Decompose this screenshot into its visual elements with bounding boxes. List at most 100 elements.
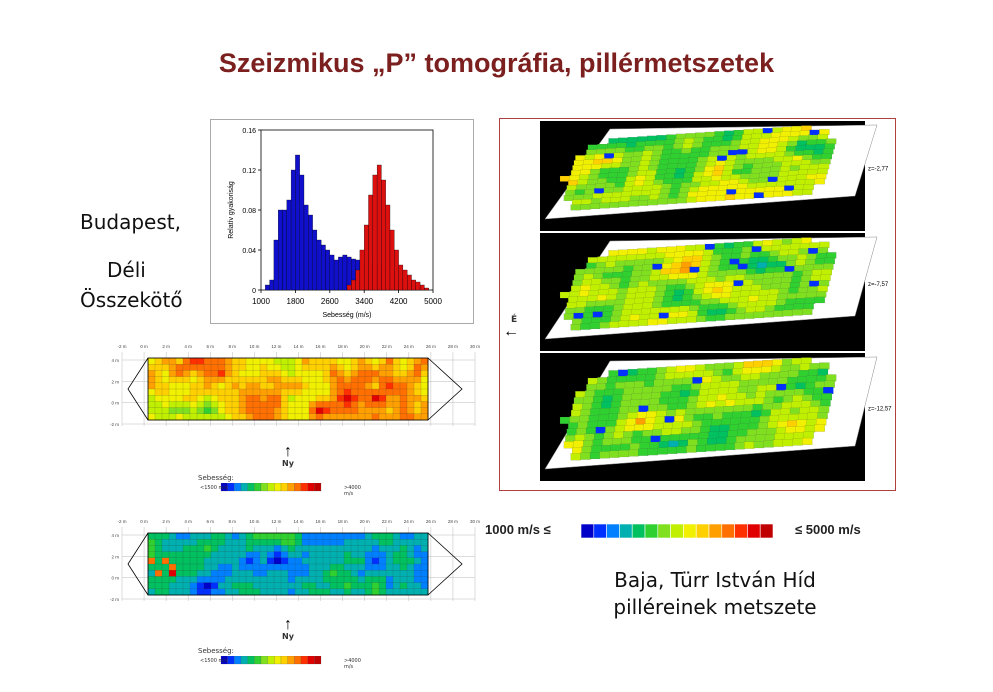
tomogram-cell (336, 364, 345, 371)
legend-swatch (314, 483, 322, 492)
tomogram-cell (392, 407, 401, 415)
tomogram-cell (308, 563, 317, 571)
tomogram-cell (182, 532, 191, 540)
left-tick-label: 0 m (111, 576, 119, 581)
tomogram-cell (406, 357, 415, 365)
tomogram-cell (406, 407, 415, 415)
tomogram-cell (203, 588, 212, 596)
tomogram-cell (322, 382, 331, 390)
tomogram-cell (294, 364, 303, 371)
tomogram-cell (168, 545, 177, 552)
tomogram-cell (189, 388, 198, 396)
tomogram-cell (273, 413, 282, 421)
tomogram-cell (322, 370, 331, 377)
tomogram-cell (294, 551, 303, 559)
tomogram-cell (371, 545, 380, 552)
tomogram-cell (147, 407, 156, 415)
baja-cell (824, 257, 835, 265)
tomogram-cell (343, 364, 352, 371)
tomogram-cell (385, 570, 394, 577)
tomogram-cell (182, 364, 191, 371)
legend-swatch (234, 656, 242, 665)
legend-swatch (287, 483, 295, 492)
tomogram-cell (364, 382, 373, 390)
tomogram-cell (364, 582, 373, 590)
tomogram-cell (343, 570, 352, 577)
baja-cell (744, 312, 755, 319)
tomogram-cell (308, 407, 317, 415)
tomogram-cell (210, 413, 219, 421)
baja-cell (824, 380, 835, 388)
tomogram-cell (203, 357, 212, 365)
tomogram-cell (357, 582, 366, 590)
tomogram-cell (378, 364, 387, 371)
tomogram-cell (350, 539, 359, 546)
tomogram-cell (168, 551, 177, 559)
tomogram-cell (203, 395, 212, 402)
top-tick-label: 2 m (162, 519, 170, 524)
scale-swatch (644, 523, 659, 539)
tomogram-cell (189, 357, 198, 365)
tomogram-cell (301, 582, 310, 590)
tomogram-cell (210, 395, 219, 402)
tomogram-cell (357, 407, 366, 415)
tomogram-cell (301, 545, 310, 552)
baja-cell (667, 446, 678, 454)
histogram-bar (329, 254, 335, 291)
tomogram-cell (224, 376, 233, 384)
left-tick-label: 0 m (111, 401, 119, 406)
tomogram-cell (301, 532, 310, 540)
tomogram-cell (308, 401, 317, 408)
tomogram-cell (315, 376, 324, 384)
tomogram-cell (301, 388, 310, 396)
tomogram-cell (203, 545, 212, 552)
arrow-up-icon: ↑ (284, 616, 292, 633)
tomogram-cell (273, 532, 282, 540)
baja-cell (773, 439, 784, 447)
tomogram-cell (175, 532, 184, 540)
tomogram-cell (385, 370, 394, 377)
arrow-up-icon: ↑ (284, 443, 292, 460)
baja-cell (803, 184, 814, 190)
tomogram-cell (210, 570, 219, 577)
tomogram-cell (364, 588, 373, 596)
depth-label: z=-12,57 (868, 407, 892, 413)
top-tick-label: 18 m (338, 344, 348, 349)
tomogram-cell (231, 382, 240, 390)
tomogram-cell (315, 570, 324, 577)
tomogram-cell (266, 588, 275, 596)
tomogram-cell (343, 382, 352, 390)
tomogram-cell (147, 563, 156, 571)
tomogram-cell (147, 539, 156, 546)
tomogram-cell (294, 413, 303, 421)
scale-swatch (695, 523, 710, 539)
histogram-bar (359, 249, 365, 291)
baja-cell (647, 199, 659, 206)
tomogram-cell (399, 395, 408, 402)
tomogram-cell (329, 532, 338, 540)
tomogram-cell (154, 582, 163, 590)
tomogram-cell (329, 407, 338, 415)
tomogram-cell (154, 395, 163, 402)
tomogram-cell (371, 576, 380, 583)
arrow-left-icon: ← (503, 323, 519, 340)
top-tick-label: -2 m (118, 519, 127, 524)
tomogram-cell (308, 388, 317, 396)
tomogram-cell (420, 588, 429, 596)
tomogram-cell (350, 582, 359, 590)
tomogram-cell (175, 376, 184, 384)
left-tick-label: -2 m (110, 422, 119, 427)
tomogram-cell (385, 563, 394, 571)
tomogram-cell (371, 588, 380, 596)
tomogram-cell (420, 563, 429, 571)
legend-swatch (314, 656, 322, 665)
baja-cell (792, 438, 803, 446)
pier-outline-left (127, 357, 149, 421)
tomogram-cell (364, 539, 373, 546)
tomogram-cell (350, 413, 359, 421)
tomogram-cell (196, 557, 205, 565)
tomogram-cell (364, 570, 373, 577)
scale-swatch (606, 523, 620, 539)
tomogram-cell (147, 545, 156, 552)
tomogram-cell (413, 388, 422, 396)
